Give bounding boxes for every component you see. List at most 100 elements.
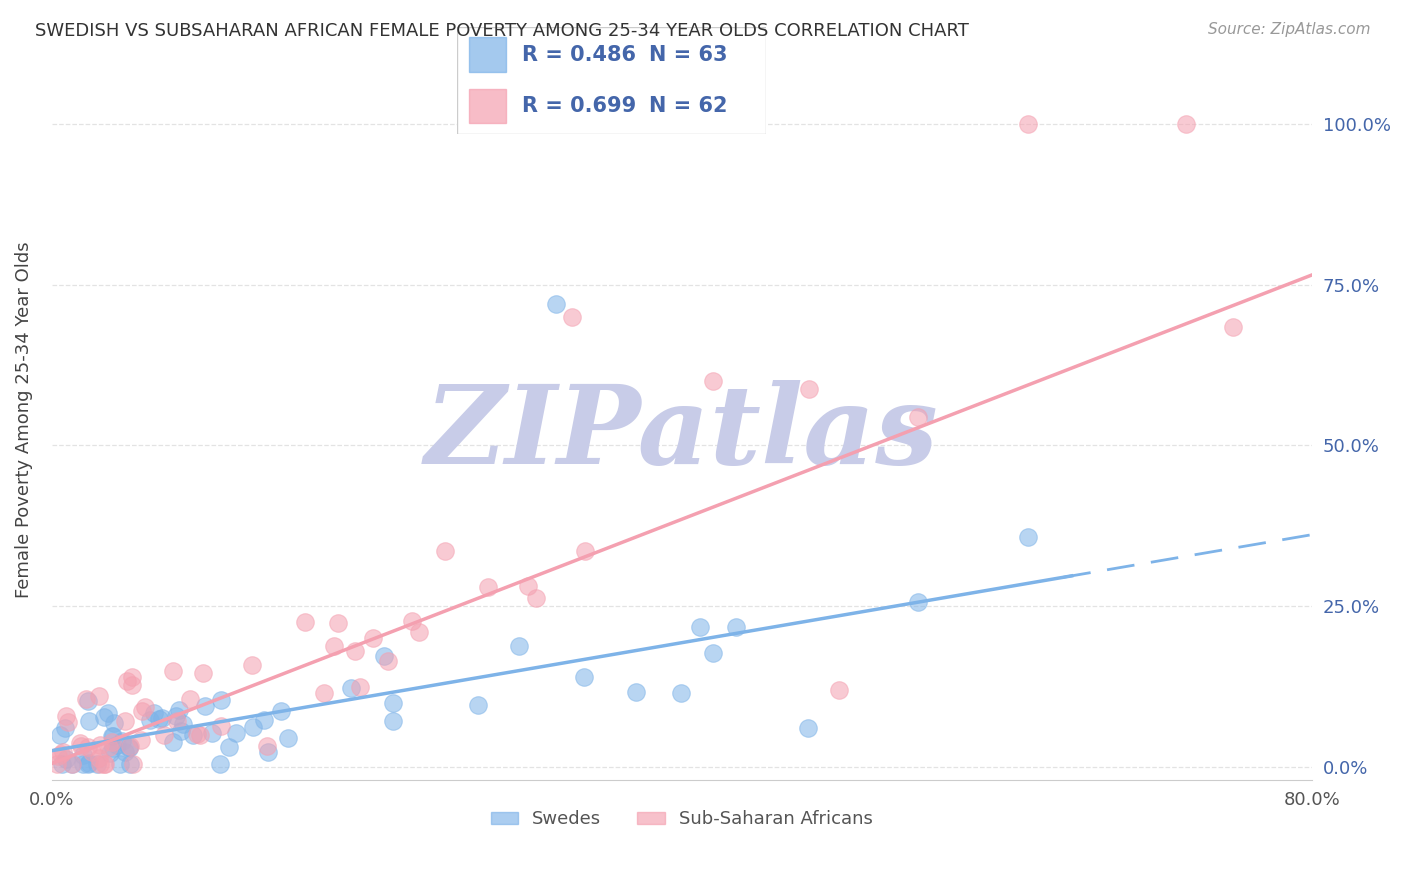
Point (55, 752, 77, 766)
Point (86, 756, 108, 771)
Point (118, 740, 141, 755)
Point (143, 706, 166, 721)
Point (134, 699, 156, 714)
Point (179, 692, 201, 706)
Point (477, 580, 499, 594)
Point (907, 410, 929, 425)
Point (381, 714, 404, 728)
Point (340, 681, 363, 695)
Point (77, 714, 100, 729)
Point (108, 756, 131, 771)
Point (131, 704, 153, 718)
Point (349, 680, 371, 694)
Point (76, 739, 98, 754)
Point (53, 721, 76, 735)
Point (188, 728, 211, 742)
Point (118, 756, 141, 771)
Point (572, 670, 595, 684)
Point (51, 756, 73, 771)
Point (93, 756, 115, 771)
Point (373, 649, 395, 664)
Point (323, 639, 346, 653)
Point (828, 682, 851, 697)
Point (907, 594, 929, 608)
Point (98, 739, 121, 754)
Point (408, 624, 430, 639)
Point (270, 704, 292, 718)
Point (797, 382, 820, 396)
Point (574, 544, 596, 558)
Point (103, 716, 125, 731)
Point (101, 729, 124, 743)
Point (1222, 319, 1244, 334)
Point (194, 699, 217, 714)
Point (162, 665, 184, 679)
Point (381, 696, 404, 710)
Text: R = 0.486: R = 0.486 (522, 45, 636, 64)
Point (166, 714, 188, 728)
Point (121, 678, 143, 692)
Point (111, 734, 134, 748)
Point (121, 670, 143, 684)
Point (69, 736, 91, 750)
Point (89, 756, 111, 771)
Point (114, 744, 136, 758)
Text: R = 0.699: R = 0.699 (522, 96, 636, 116)
Point (148, 712, 170, 726)
Point (55, 709, 77, 723)
Point (401, 614, 423, 628)
Point (105, 738, 128, 752)
Point (72, 756, 94, 771)
Point (77, 756, 100, 771)
Point (1174, 117, 1197, 131)
Point (377, 654, 399, 668)
Point (162, 735, 184, 749)
Point (312, 686, 335, 700)
Text: N = 62: N = 62 (648, 96, 727, 116)
Point (624, 685, 647, 699)
Point (172, 717, 194, 731)
Point (139, 713, 162, 727)
Point (77, 694, 100, 708)
Point (120, 739, 142, 753)
Point (669, 686, 692, 700)
Point (218, 739, 240, 754)
Point (344, 644, 367, 658)
Point (702, 646, 724, 660)
Point (169, 723, 191, 738)
Text: ZIPatlas: ZIPatlas (425, 380, 939, 488)
Point (433, 544, 456, 558)
Point (60, 756, 83, 771)
Point (242, 720, 264, 734)
Point (94, 756, 117, 771)
Text: N = 63: N = 63 (648, 45, 727, 64)
Point (201, 726, 224, 740)
Point (46, 748, 69, 763)
Point (361, 631, 384, 645)
Point (101, 729, 124, 743)
Point (150, 711, 173, 725)
Point (724, 619, 747, 633)
Point (277, 731, 299, 745)
Point (797, 721, 820, 735)
Point (209, 756, 232, 771)
Point (165, 709, 187, 723)
FancyBboxPatch shape (457, 27, 766, 134)
FancyBboxPatch shape (470, 37, 506, 71)
Point (294, 615, 316, 630)
Point (117, 674, 139, 689)
Point (60, 756, 83, 771)
Point (561, 310, 583, 324)
Text: Source: ZipAtlas.com: Source: ZipAtlas.com (1208, 22, 1371, 37)
Point (103, 741, 125, 756)
Point (82, 745, 104, 759)
Point (256, 739, 278, 753)
Point (467, 698, 489, 712)
Point (97, 706, 120, 720)
Point (181, 728, 204, 742)
Point (101, 735, 124, 749)
Point (328, 615, 350, 630)
Point (1017, 530, 1039, 544)
Point (209, 719, 232, 733)
Y-axis label: Female Poverty Among 25-34 Year Olds: Female Poverty Among 25-34 Year Olds (15, 242, 32, 598)
